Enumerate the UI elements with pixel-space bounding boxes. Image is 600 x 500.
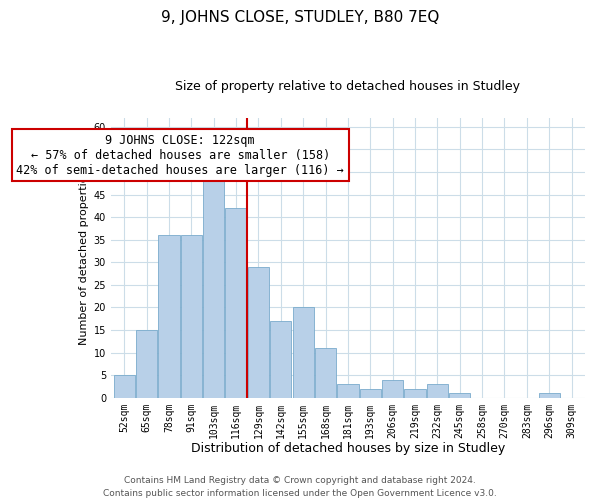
Y-axis label: Number of detached properties: Number of detached properties — [79, 170, 89, 346]
Bar — [113, 375, 135, 398]
Bar — [181, 235, 202, 398]
Bar — [427, 384, 448, 398]
Bar — [359, 388, 381, 398]
Title: Size of property relative to detached houses in Studley: Size of property relative to detached ho… — [175, 80, 520, 93]
Bar — [404, 388, 425, 398]
Bar — [449, 393, 470, 398]
Bar — [539, 393, 560, 398]
Bar — [315, 348, 336, 398]
Bar — [270, 321, 292, 398]
Bar — [337, 384, 359, 398]
Bar — [293, 308, 314, 398]
Bar — [248, 267, 269, 398]
Text: Contains HM Land Registry data © Crown copyright and database right 2024.
Contai: Contains HM Land Registry data © Crown c… — [103, 476, 497, 498]
Bar — [226, 208, 247, 398]
Text: 9, JOHNS CLOSE, STUDLEY, B80 7EQ: 9, JOHNS CLOSE, STUDLEY, B80 7EQ — [161, 10, 439, 25]
Text: 9 JOHNS CLOSE: 122sqm
← 57% of detached houses are smaller (158)
42% of semi-det: 9 JOHNS CLOSE: 122sqm ← 57% of detached … — [16, 134, 344, 176]
Bar — [382, 380, 403, 398]
Bar — [136, 330, 157, 398]
Bar — [158, 235, 179, 398]
Bar — [203, 172, 224, 398]
X-axis label: Distribution of detached houses by size in Studley: Distribution of detached houses by size … — [191, 442, 505, 455]
